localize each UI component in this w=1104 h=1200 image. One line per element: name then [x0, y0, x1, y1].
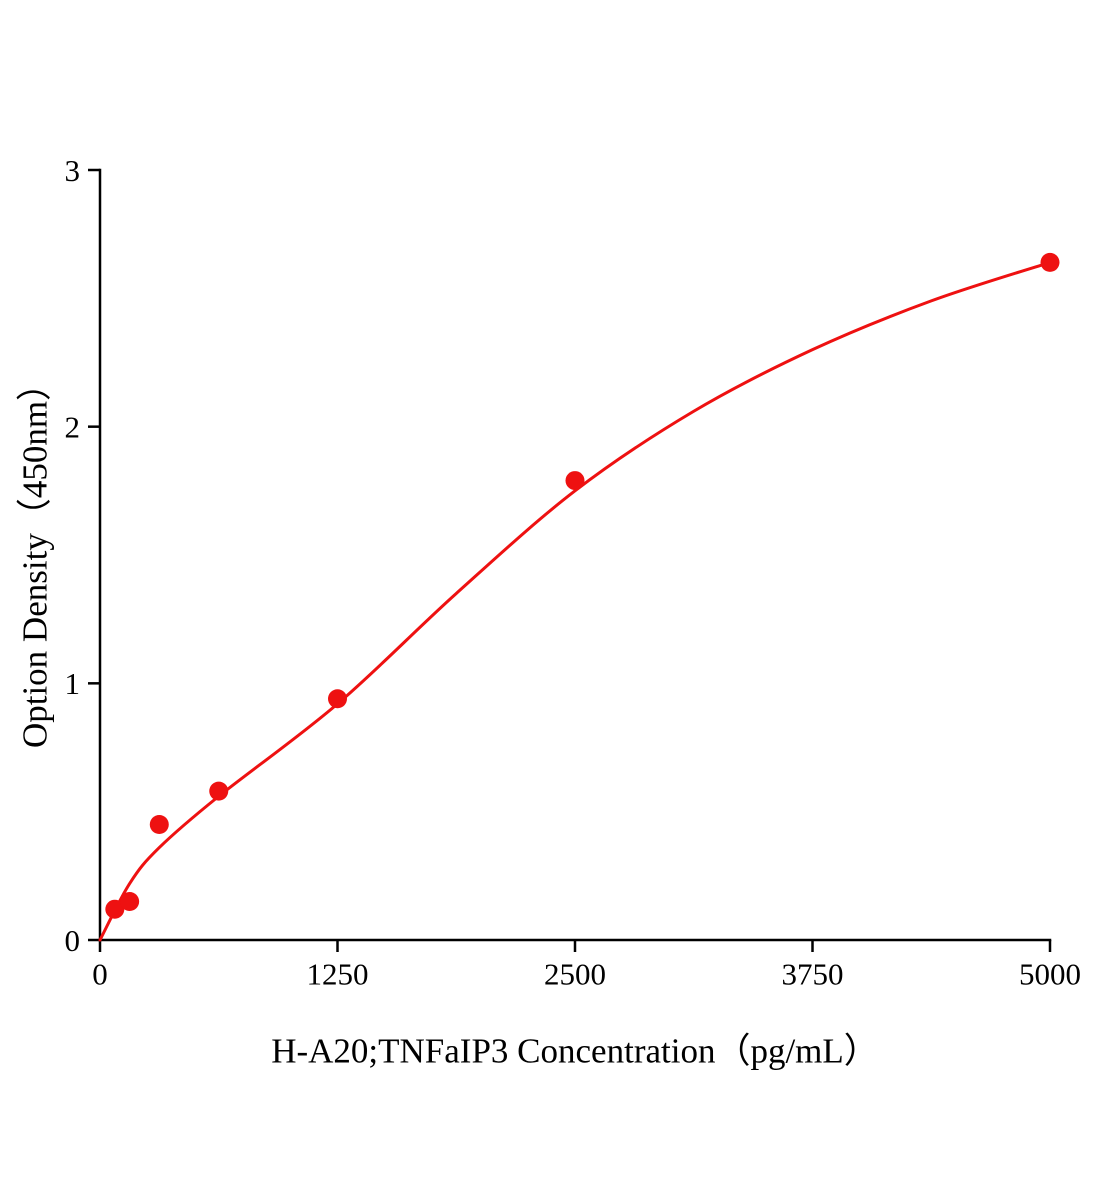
x-tick-label: 2500: [544, 956, 606, 991]
x-axis-label: H-A20;TNFaIP3 Concentration（pg/mL）: [271, 1031, 879, 1071]
y-tick-label: 0: [65, 923, 81, 958]
x-tick-label: 3750: [782, 956, 844, 991]
y-tick-label: 2: [65, 410, 81, 445]
data-point: [105, 899, 125, 919]
y-tick-label: 3: [65, 153, 81, 188]
y-axis-label: Option Density（450nm）: [15, 365, 55, 749]
data-point: [120, 892, 140, 911]
data-point: [149, 815, 169, 834]
data-points: [105, 252, 1060, 919]
fit-curve: [98, 260, 1052, 942]
axes: 0 1250 2500 3750 5000 0 1 2 3: [65, 153, 1082, 992]
x-tick-label: 0: [92, 956, 108, 991]
x-tick-label: 1250: [307, 956, 369, 991]
data-point: [1040, 252, 1060, 272]
data-point: [209, 781, 229, 801]
fit-curve-path: [98, 260, 1052, 942]
y-tick-label: 1: [65, 666, 81, 701]
data-point: [328, 689, 347, 709]
x-tick-label: 5000: [1019, 956, 1081, 991]
data-point: [565, 471, 585, 491]
